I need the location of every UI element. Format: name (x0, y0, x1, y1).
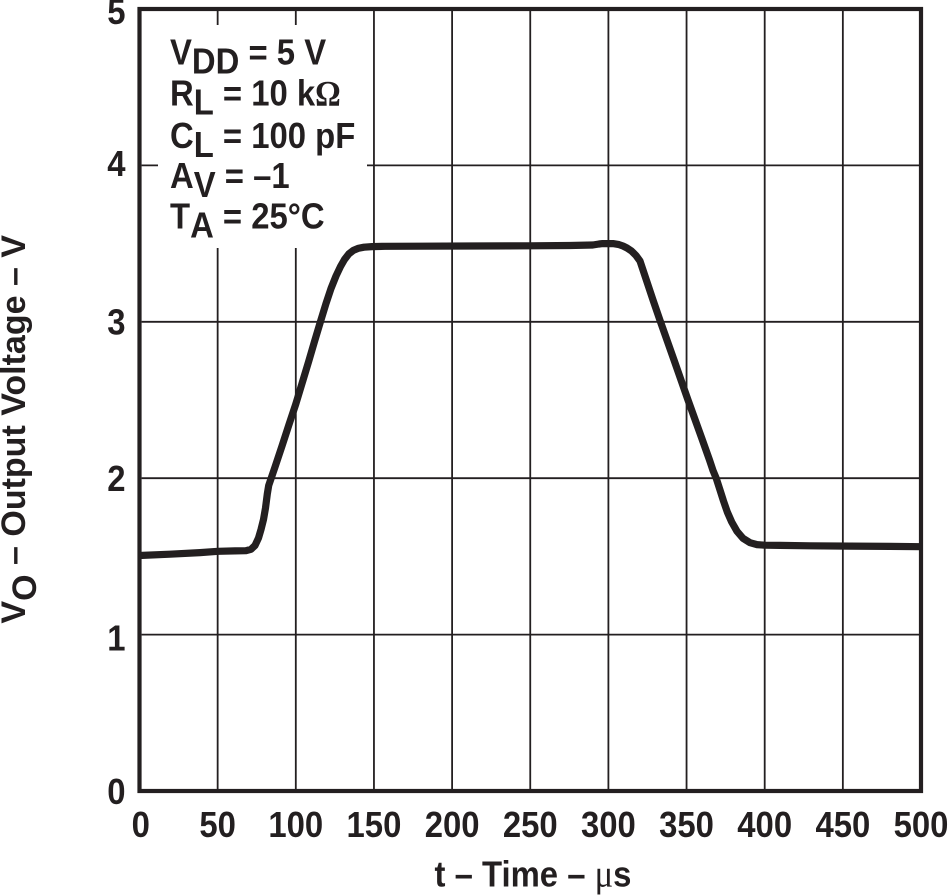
svg-text:350: 350 (659, 805, 714, 845)
svg-text:t – Time – μs: t – Time – μs (435, 852, 632, 895)
svg-text:400: 400 (737, 805, 792, 845)
svg-text:VDD = 5 V: VDD = 5 V (170, 33, 326, 82)
svg-text:0: 0 (107, 772, 125, 812)
svg-text:250: 250 (503, 805, 558, 845)
svg-text:300: 300 (581, 805, 636, 845)
svg-text:1: 1 (107, 619, 125, 659)
svg-text:150: 150 (347, 805, 402, 845)
svg-text:450: 450 (815, 805, 870, 845)
svg-text:50: 50 (199, 805, 236, 845)
svg-text:2: 2 (107, 459, 125, 499)
svg-text:200: 200 (425, 805, 480, 845)
svg-text:VO – Output Voltage – V: VO – Output Voltage – V (0, 235, 44, 624)
svg-text:3: 3 (107, 303, 125, 343)
svg-text:100: 100 (268, 805, 323, 845)
svg-text:500: 500 (894, 805, 949, 845)
svg-text:4: 4 (107, 144, 126, 184)
svg-text:5: 5 (107, 0, 125, 32)
svg-text:0: 0 (132, 805, 150, 845)
